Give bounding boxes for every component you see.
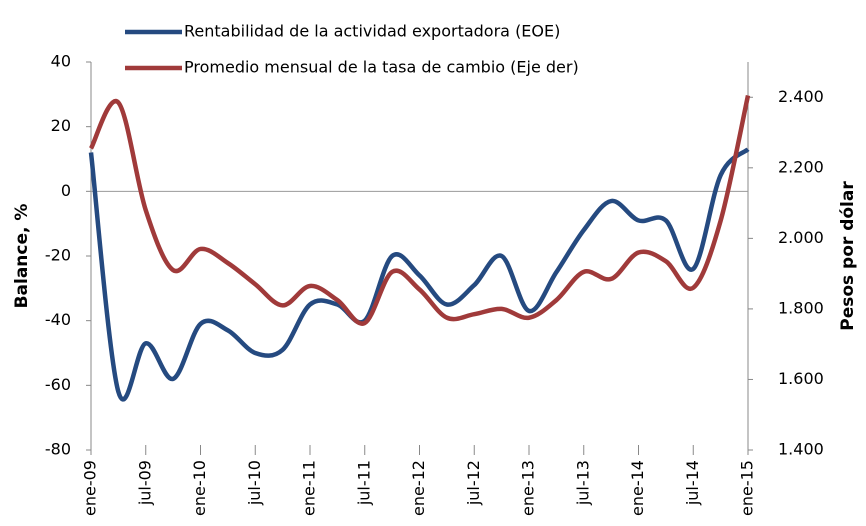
x-tick-label: ene-10 — [190, 460, 209, 516]
series-line — [88, 147, 750, 402]
y2-tick-label: 1.400 — [778, 440, 824, 459]
x-tick-label: ene-15 — [738, 460, 757, 516]
y-tick-label: -60 — [45, 375, 71, 394]
x-tick-label: jul-14 — [683, 460, 702, 506]
series-line — [88, 95, 751, 326]
x-tick-label: jul-12 — [464, 460, 483, 506]
y2-tick-label: 2.400 — [778, 87, 824, 106]
legend-label: Promedio mensual de la tasa de cambio (E… — [184, 58, 579, 77]
y2-tick-label: 2.200 — [778, 157, 824, 176]
x-tick-label: ene-13 — [519, 460, 538, 516]
x-tick-label: ene-09 — [81, 460, 100, 516]
x-tick-label: ene-11 — [300, 460, 319, 516]
x-tick-label: jul-09 — [135, 460, 154, 506]
y-tick-label: 20 — [51, 116, 71, 135]
y-tick-label: 40 — [51, 52, 71, 71]
y2-tick-label: 1.800 — [778, 298, 824, 317]
y2-tick-label: 2.000 — [778, 228, 824, 247]
x-tick-label: jul-11 — [354, 460, 373, 506]
x-tick-label: jul-13 — [573, 460, 592, 506]
x-tick-label: ene-14 — [628, 460, 647, 516]
y-tick-label: -40 — [45, 310, 71, 329]
y2-axis-title: Pesos por dólar — [838, 181, 858, 331]
y-tick-label: -80 — [45, 440, 71, 459]
y-tick-label: -20 — [45, 246, 71, 265]
legend-label: Rentabilidad de la actividad exportadora… — [184, 22, 560, 41]
y2-tick-label: 1.600 — [778, 369, 824, 388]
x-tick-label: ene-12 — [409, 460, 428, 516]
x-tick-label: jul-10 — [245, 460, 264, 506]
y-tick-label: 0 — [61, 181, 71, 200]
y-axis-title: Balance, % — [12, 204, 32, 309]
